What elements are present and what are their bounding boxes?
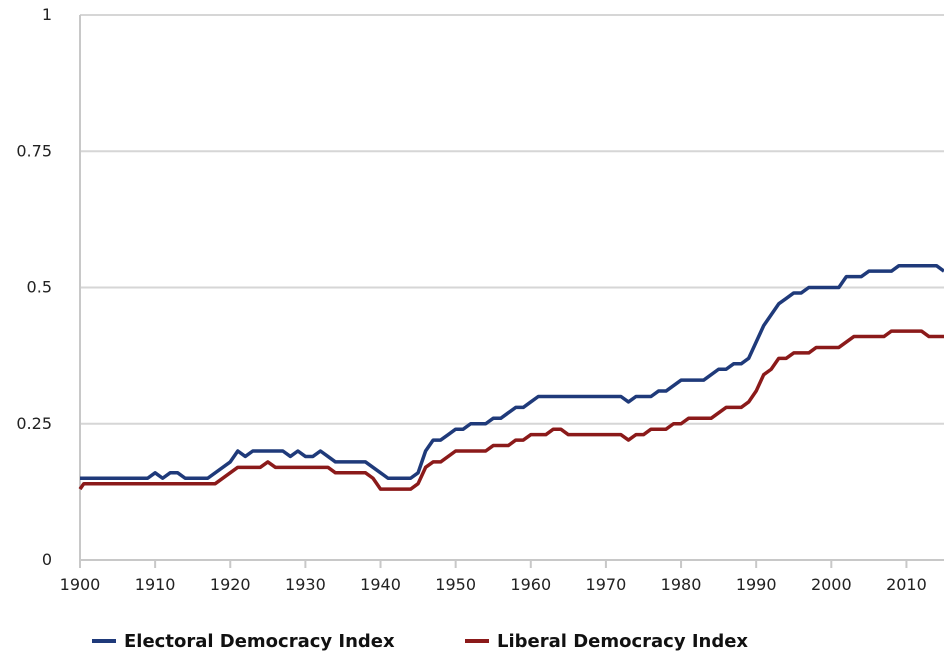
series-line-0: [80, 263, 944, 480]
y-tick-label-2: 0.5: [27, 278, 52, 297]
x-tick-label-7: 1970: [586, 575, 627, 594]
legend-label-1: Liberal Democracy Index: [497, 631, 748, 652]
x-tick-label-6: 1960: [510, 575, 551, 594]
x-tick-label-5: 1950: [435, 575, 476, 594]
y-tick-label-3: 0.75: [16, 141, 52, 160]
y-tick-label-1: 0.25: [16, 414, 52, 433]
x-tick-label-10: 2000: [811, 575, 852, 594]
x-tick-label-9: 1990: [736, 575, 777, 594]
gridlines: [80, 14, 944, 425]
y-tick-label-0: 0: [42, 550, 52, 569]
series-lines: [78, 263, 944, 491]
y-tick-label-4: 1: [42, 5, 52, 24]
x-tick-label-0: 1900: [60, 575, 101, 594]
legend: Electoral Democracy Index Liberal Democra…: [92, 631, 748, 652]
x-tick-label-3: 1930: [285, 575, 326, 594]
axes: [79, 15, 944, 561]
x-tick-label-2: 1920: [210, 575, 251, 594]
x-tick-label-1: 1910: [135, 575, 176, 594]
x-axis-ticks: 1900 1910 1920 1930 1940 1950 1960 1970 1980 1990…: [60, 560, 927, 594]
x-tick-label-4: 1940: [360, 575, 401, 594]
series-line-1: [78, 329, 944, 491]
legend-label-0: Electoral Democracy Index: [124, 631, 395, 652]
y-axis-ticks: 0 0.25 0.5 0.75 1: [16, 5, 52, 569]
x-tick-label-8: 1980: [661, 575, 702, 594]
x-tick-label-11: 2010: [886, 575, 927, 594]
